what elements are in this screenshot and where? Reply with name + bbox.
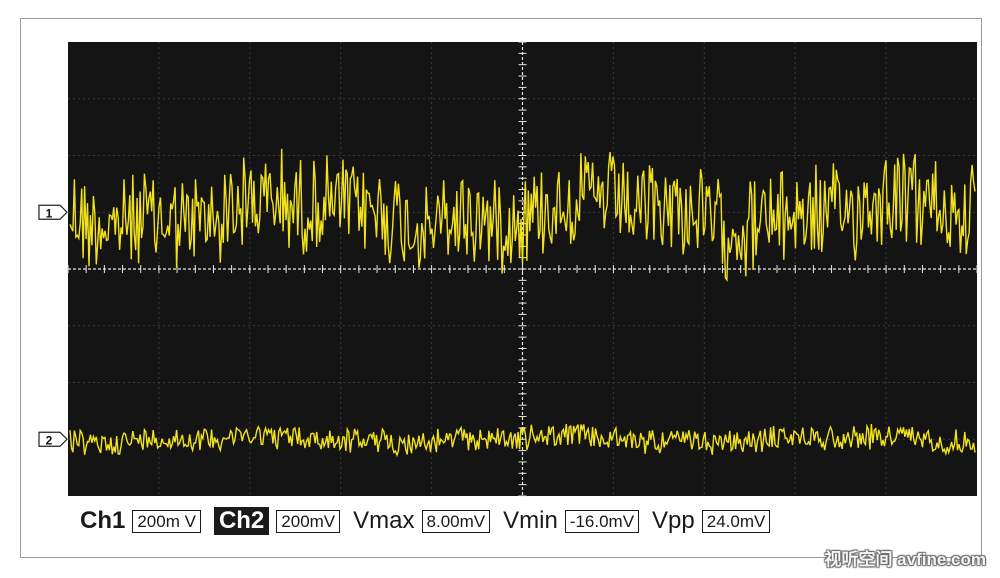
channel-marker-shape (38, 204, 68, 220)
channel-marker-1: 1 (38, 204, 68, 220)
channel-marker-label: 2 (46, 433, 53, 447)
channel-marker-shape (38, 431, 68, 447)
ch2-label: Ch2 (213, 507, 270, 535)
vpp-label: Vpp (652, 507, 695, 534)
traces (69, 148, 976, 458)
channel-marker-2: 2 (38, 431, 68, 447)
vmin-label: Vmin (503, 507, 558, 534)
channel-marker-label: 1 (46, 206, 53, 220)
vmin-value: -16.0mV (564, 509, 640, 533)
vpp-value: 24.0mV (701, 509, 771, 533)
ch1-label: Ch1 (80, 507, 126, 534)
vmax-label: Vmax (353, 507, 415, 534)
trace-ch2 (69, 423, 976, 458)
watermark: 视听空间 avfine.com (824, 550, 986, 569)
ch2-scale: 200mV (276, 509, 341, 533)
ch1-scale: 200m V (132, 509, 201, 533)
vmax-value: 8.00mV (421, 509, 491, 533)
measurement-readout: Ch1 200m V Ch2 200mV Vmax 8.00mV Vmin -1… (80, 506, 776, 536)
trace-ch1 (69, 148, 976, 282)
channel-markers: 12 (38, 204, 68, 447)
